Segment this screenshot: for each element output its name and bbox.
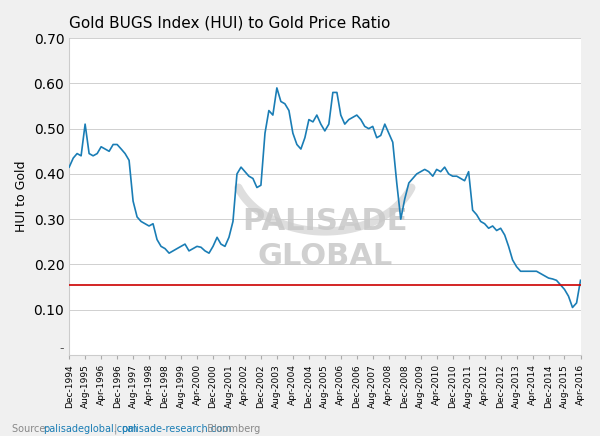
- Y-axis label: HUI to Gold: HUI to Gold: [15, 161, 28, 232]
- Text: PALISADE: PALISADE: [242, 208, 407, 236]
- Text: Source:: Source:: [12, 424, 52, 434]
- Text: palisade-research.com: palisade-research.com: [121, 424, 232, 434]
- Text: , Bloomberg: , Bloomberg: [201, 424, 260, 434]
- Text: -: -: [59, 342, 64, 355]
- Text: Gold BUGS Index (HUI) to Gold Price Ratio: Gold BUGS Index (HUI) to Gold Price Rati…: [69, 15, 391, 30]
- Text: palisadeglobal.com: palisadeglobal.com: [43, 424, 138, 434]
- Text: |: |: [111, 424, 121, 434]
- Text: GLOBAL: GLOBAL: [257, 242, 392, 271]
